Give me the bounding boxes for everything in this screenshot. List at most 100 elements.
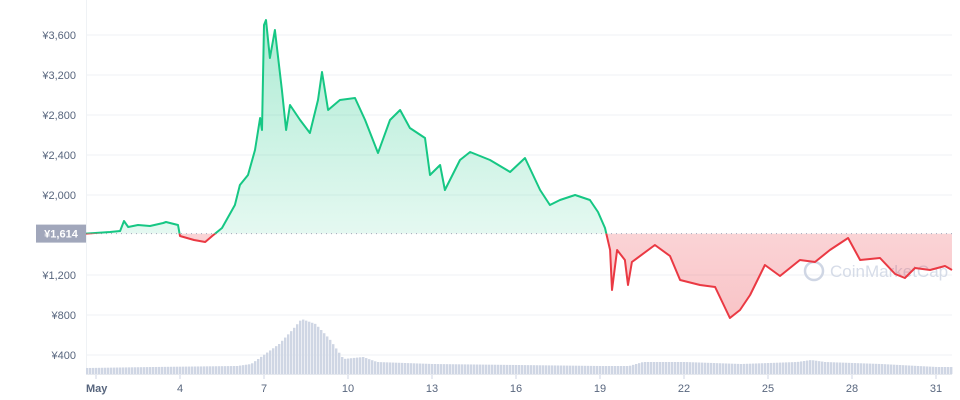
volume-bar — [203, 366, 206, 374]
volume-bar — [485, 364, 488, 374]
volume-bar — [845, 362, 848, 374]
volume-bar — [560, 365, 563, 374]
volume-bar — [482, 364, 485, 374]
volume-bar — [812, 360, 815, 374]
volume-bar — [308, 321, 311, 374]
volume-bar — [608, 366, 611, 374]
volume-bar — [713, 363, 716, 374]
volume-bar — [158, 366, 161, 374]
volume-bar — [932, 366, 935, 374]
volume-bar — [119, 367, 122, 374]
volume-bar — [539, 365, 542, 374]
volume-bar — [917, 365, 920, 374]
volume-bar — [269, 350, 272, 374]
volume-bar — [629, 365, 632, 374]
volume-bar — [683, 362, 686, 374]
volume-bar — [926, 366, 929, 374]
volume-bar — [602, 366, 605, 374]
volume-bar — [404, 363, 407, 374]
volume-bar — [875, 363, 878, 374]
volume-bar — [122, 367, 125, 374]
volume-bar — [476, 364, 479, 374]
volume-bar — [746, 363, 749, 374]
volume-bar — [245, 364, 248, 374]
volume-bar — [413, 363, 416, 374]
volume-bar — [263, 354, 266, 374]
volume-bar — [386, 362, 389, 374]
volume-bar — [644, 362, 647, 374]
volume-bar — [929, 366, 932, 374]
volume-bar — [380, 362, 383, 374]
volume-bar — [314, 323, 317, 374]
volume-bar — [500, 364, 503, 374]
x-tick-label: 19 — [594, 383, 606, 395]
volume-bar — [833, 362, 836, 374]
volume-bar — [446, 364, 449, 374]
volume-bar — [437, 364, 440, 374]
volume-bar — [146, 367, 149, 374]
volume-bar — [260, 356, 263, 374]
volume-bar — [767, 363, 770, 374]
volume-bar — [548, 365, 551, 374]
volume-bar — [104, 367, 107, 374]
volume-bar — [461, 364, 464, 374]
y-tick-label: ¥3,600 — [41, 30, 76, 42]
baseline-label: ¥1,614 — [36, 224, 86, 243]
volume-bar — [896, 364, 899, 374]
volume-bar — [938, 367, 941, 374]
volume-bar — [836, 362, 839, 374]
volume-bar — [671, 362, 674, 374]
volume-bar — [686, 362, 689, 374]
volume-bar — [806, 360, 809, 374]
volume-bar — [140, 367, 143, 374]
volume-bar — [212, 366, 215, 374]
volume-bar — [194, 366, 197, 374]
volume-bar — [551, 365, 554, 374]
y-axis: ¥400 ¥800 ¥1,200 ¥2,000 ¥2,400 ¥2,800 ¥3,200 ¥3… — [41, 30, 76, 362]
volume-bar — [221, 366, 224, 374]
x-axis: May 4 7 10 13 16 19 22 25 28 31 — [86, 375, 942, 395]
volume-bar — [743, 363, 746, 374]
volume-bar — [698, 362, 701, 374]
volume-bar — [233, 366, 236, 374]
volume-bar — [749, 363, 752, 374]
watermark-logo-icon — [803, 260, 825, 282]
volume-bar — [842, 362, 845, 374]
volume-bar — [131, 367, 134, 374]
volume-bar — [533, 365, 536, 374]
x-tick-label: 4 — [177, 383, 183, 395]
volume-bar — [893, 364, 896, 374]
volume-bar — [506, 364, 509, 374]
volume-bar — [395, 362, 398, 374]
volume-bar — [542, 365, 545, 374]
volume-bar — [242, 365, 245, 374]
volume-bar — [248, 364, 251, 374]
volume-bar — [449, 364, 452, 374]
volume-bar — [320, 330, 323, 374]
price-area — [85, 20, 952, 318]
volume-bar — [788, 362, 791, 374]
volume-bar — [623, 366, 626, 374]
volume-bar — [494, 364, 497, 374]
volume-bar — [719, 363, 722, 374]
volume-bar — [383, 362, 386, 374]
volume-bar — [410, 363, 413, 374]
volume-bar — [545, 365, 548, 374]
volume-bar — [890, 364, 893, 374]
volume-bar — [509, 364, 512, 374]
volume-bar — [296, 324, 299, 374]
volume-bar — [722, 363, 725, 374]
volume-bar — [368, 359, 371, 374]
volume-bar — [503, 364, 506, 374]
volume-bar — [452, 364, 455, 374]
volume-bar — [347, 358, 350, 374]
volume-bar — [521, 365, 524, 374]
volume-bar — [815, 360, 818, 374]
volume-bar — [920, 366, 923, 374]
volume-bar — [251, 363, 254, 374]
volume-bar — [863, 363, 866, 374]
volume-bar — [632, 364, 635, 374]
volume-bar — [950, 367, 953, 374]
volume-bar — [464, 364, 467, 374]
volume-bar — [764, 363, 767, 374]
